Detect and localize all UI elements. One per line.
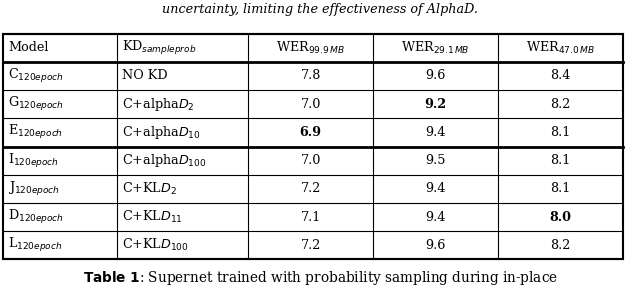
Text: C+alpha$D_{100}$: C+alpha$D_{100}$: [122, 152, 207, 169]
Text: WER$_{99.9\,MB}$: WER$_{99.9\,MB}$: [276, 40, 345, 56]
Text: uncertainty, limiting the effectiveness of AlphaD.: uncertainty, limiting the effectiveness …: [162, 3, 478, 16]
Text: L$_{\mathit{120epoch}}$: L$_{\mathit{120epoch}}$: [8, 236, 63, 254]
Text: 7.8: 7.8: [301, 69, 321, 83]
Text: 7.2: 7.2: [301, 239, 321, 252]
Text: 9.2: 9.2: [424, 98, 447, 111]
Text: Model: Model: [8, 41, 49, 54]
Text: 9.5: 9.5: [425, 154, 446, 167]
Text: 9.6: 9.6: [426, 69, 445, 83]
Text: C$_{\mathit{120epoch}}$: C$_{\mathit{120epoch}}$: [8, 67, 64, 85]
Text: 9.6: 9.6: [426, 239, 445, 252]
Text: $\mathbf{Table\ 1}$: Supernet trained with probability sampling during in-place: $\mathbf{Table\ 1}$: Supernet trained wi…: [83, 269, 557, 287]
Text: 7.0: 7.0: [301, 154, 321, 167]
Text: C+KL$D_{11}$: C+KL$D_{11}$: [122, 209, 183, 225]
Text: WER$_{29.1\,MB}$: WER$_{29.1\,MB}$: [401, 40, 470, 56]
Text: C+alpha$D_{2}$: C+alpha$D_{2}$: [122, 96, 195, 113]
Text: E$_{\mathit{120epoch}}$: E$_{\mathit{120epoch}}$: [8, 123, 63, 142]
Text: D$_{\mathit{120epoch}}$: D$_{\mathit{120epoch}}$: [8, 208, 64, 226]
Text: I$_{\mathit{120epoch}}$: I$_{\mathit{120epoch}}$: [8, 151, 59, 170]
Text: 8.2: 8.2: [550, 239, 570, 252]
Text: 8.2: 8.2: [550, 98, 570, 111]
Text: 8.0: 8.0: [549, 210, 572, 224]
Text: NO KD: NO KD: [122, 69, 168, 83]
Text: 9.4: 9.4: [426, 126, 445, 139]
Text: 8.1: 8.1: [550, 126, 570, 139]
Text: 9.4: 9.4: [426, 210, 445, 224]
Text: 7.1: 7.1: [301, 210, 321, 224]
Text: C+KL$D_{2}$: C+KL$D_{2}$: [122, 181, 177, 197]
Text: WER$_{47.0\,MB}$: WER$_{47.0\,MB}$: [526, 40, 595, 56]
Text: 9.4: 9.4: [426, 182, 445, 195]
Text: 7.2: 7.2: [301, 182, 321, 195]
Text: J$_{\mathit{120epoch}}$: J$_{\mathit{120epoch}}$: [8, 180, 60, 198]
Text: 8.1: 8.1: [550, 182, 570, 195]
Text: 8.4: 8.4: [550, 69, 570, 83]
Text: G$_{\mathit{120epoch}}$: G$_{\mathit{120epoch}}$: [8, 95, 64, 113]
Text: 6.9: 6.9: [300, 126, 322, 139]
Text: 8.1: 8.1: [550, 154, 570, 167]
Text: C+KL$D_{100}$: C+KL$D_{100}$: [122, 237, 189, 253]
Text: 7.0: 7.0: [301, 98, 321, 111]
Text: C+alpha$D_{10}$: C+alpha$D_{10}$: [122, 124, 201, 141]
Text: KD$_{\mathit{sampleprob}}$: KD$_{\mathit{sampleprob}}$: [122, 39, 196, 57]
